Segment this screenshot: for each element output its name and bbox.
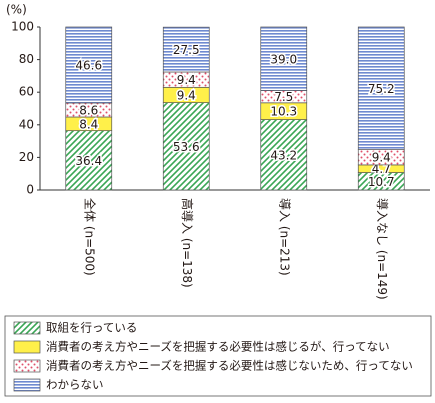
x-tick-label: 導入 (n=213): [277, 198, 291, 276]
value-label: 75.2: [368, 82, 395, 96]
y-tick-label: 20: [19, 150, 34, 164]
value-label: 9.4: [372, 151, 391, 165]
bar-segment: [162, 26, 210, 73]
legend-label: わからない: [46, 378, 104, 392]
bar-segment: [65, 26, 113, 104]
legend-swatch: [13, 321, 41, 335]
value-label: 46.6: [75, 58, 102, 72]
x-tick-label: 全体 (n=500): [82, 198, 97, 276]
value-label: 7.5: [274, 90, 293, 104]
value-label: 43.2: [270, 148, 297, 162]
legend-swatch: [13, 359, 41, 373]
bar-segment: [65, 130, 113, 191]
value-label: 53.6: [173, 140, 200, 154]
value-label: 8.4: [79, 117, 98, 131]
bar-segment: [357, 26, 405, 150]
value-label: 9.4: [177, 73, 196, 87]
y-unit: (%): [6, 3, 27, 17]
y-tick-label: 100: [11, 20, 34, 34]
bar-segment: [260, 26, 308, 91]
value-label: 9.4: [177, 88, 196, 102]
y-tick-label: 60: [19, 85, 34, 99]
value-label: 10.7: [368, 175, 395, 189]
legend-box: [4, 315, 432, 397]
legend-swatch: [13, 378, 41, 392]
y-tick-label: 40: [19, 117, 34, 131]
legend-label: 消費者の考え方やニーズを把握する必要性は感じないため、行ってない: [46, 359, 413, 373]
legend-swatch: [13, 340, 41, 354]
value-label: 36.4: [75, 154, 102, 168]
x-tick-label: 高導入 (n=138): [180, 198, 195, 288]
legend-label: 取組を行っている: [46, 321, 137, 335]
value-label: 8.6: [79, 103, 98, 117]
bar-segment: [260, 119, 308, 191]
value-label: 39.0: [270, 52, 297, 66]
value-label: 27.5: [173, 43, 200, 57]
x-tick-label: 導入なし (n=149): [375, 198, 389, 300]
value-label: 10.3: [270, 105, 297, 119]
legend-label: 消費者の考え方やニーズを把握する必要性は感じるが、行ってない: [46, 340, 390, 354]
bar-segment: [162, 102, 210, 191]
y-tick-label: 80: [19, 52, 34, 66]
y-tick-label: 0: [26, 183, 34, 197]
